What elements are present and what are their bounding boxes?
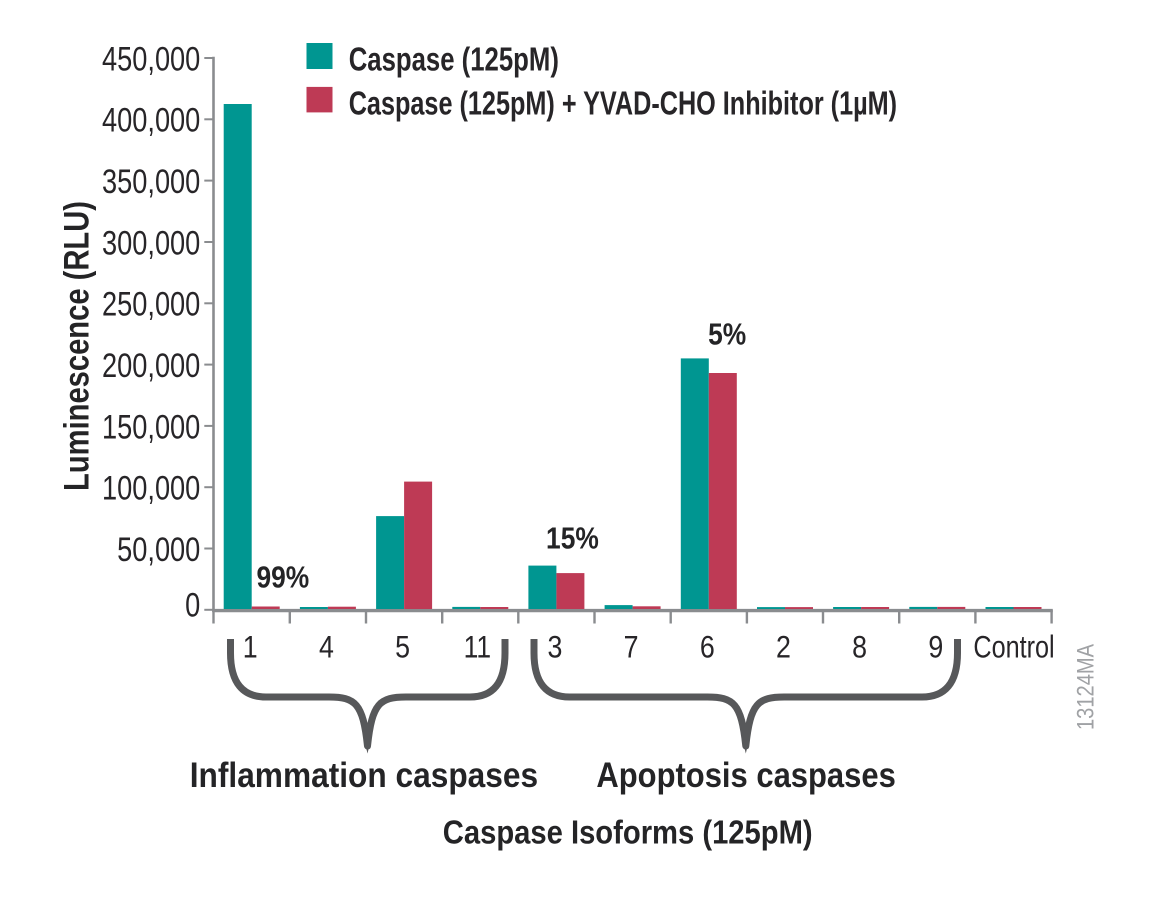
svg-text:6: 6 — [700, 631, 715, 665]
svg-text:150,000: 150,000 — [102, 407, 200, 446]
svg-text:15%: 15% — [546, 522, 599, 556]
svg-text:2: 2 — [776, 631, 791, 665]
svg-text:450,000: 450,000 — [102, 39, 200, 78]
svg-text:300,000: 300,000 — [102, 223, 200, 262]
svg-text:Caspase (125pM) + YVAD-CHO Inh: Caspase (125pM) + YVAD-CHO Inhibitor (1µ… — [349, 85, 897, 122]
svg-text:3: 3 — [547, 631, 562, 665]
svg-text:4: 4 — [319, 631, 334, 665]
svg-text:Inflammation caspases: Inflammation caspases — [190, 757, 538, 796]
svg-text:400,000: 400,000 — [102, 101, 200, 140]
svg-text:Caspase Isoforms (125pM): Caspase Isoforms (125pM) — [443, 814, 813, 851]
svg-text:Apoptosis caspases: Apoptosis caspases — [596, 756, 895, 795]
svg-text:50,000: 50,000 — [117, 530, 200, 569]
svg-text:100,000: 100,000 — [102, 469, 200, 508]
svg-text:13124MA: 13124MA — [1072, 644, 1099, 730]
svg-text:11: 11 — [464, 631, 491, 666]
svg-text:200,000: 200,000 — [102, 346, 200, 385]
svg-text:7: 7 — [624, 631, 639, 665]
svg-text:99%: 99% — [256, 561, 309, 595]
svg-text:9: 9 — [928, 631, 943, 665]
svg-text:0: 0 — [185, 586, 200, 625]
svg-text:5%: 5% — [708, 318, 746, 352]
svg-text:350,000: 350,000 — [102, 162, 200, 201]
svg-text:Luminescence (RLU): Luminescence (RLU) — [57, 201, 96, 491]
svg-text:8: 8 — [852, 631, 867, 665]
svg-text:Control: Control — [973, 630, 1054, 665]
svg-text:5: 5 — [395, 631, 410, 665]
svg-text:Caspase (125pM): Caspase (125pM) — [349, 42, 559, 79]
svg-text:1: 1 — [243, 631, 258, 665]
svg-text:250,000: 250,000 — [102, 285, 200, 324]
